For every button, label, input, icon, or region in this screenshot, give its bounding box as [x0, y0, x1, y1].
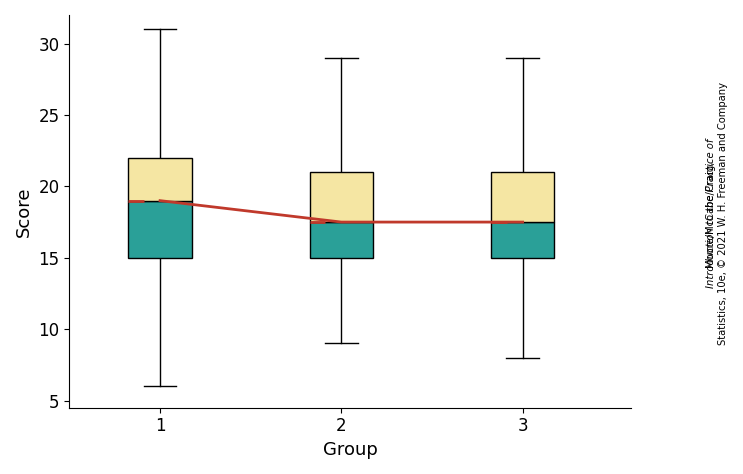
Bar	[491, 222, 554, 258]
Bar	[310, 172, 373, 222]
Text: Moore/McCabe/Craig, ⁠
Statistics, 10e, © 2021 W. H. Freeman and Company: Moore/McCabe/Craig, ⁠ Statistics, 10e, ©…	[706, 82, 728, 345]
Bar	[310, 222, 373, 258]
Bar	[129, 201, 192, 258]
Y-axis label: Score: Score	[15, 186, 33, 237]
X-axis label: Group: Group	[323, 441, 378, 459]
Text: Introduction to the Practice of: Introduction to the Practice of	[706, 138, 728, 288]
Bar	[129, 158, 192, 201]
Bar	[491, 172, 554, 222]
